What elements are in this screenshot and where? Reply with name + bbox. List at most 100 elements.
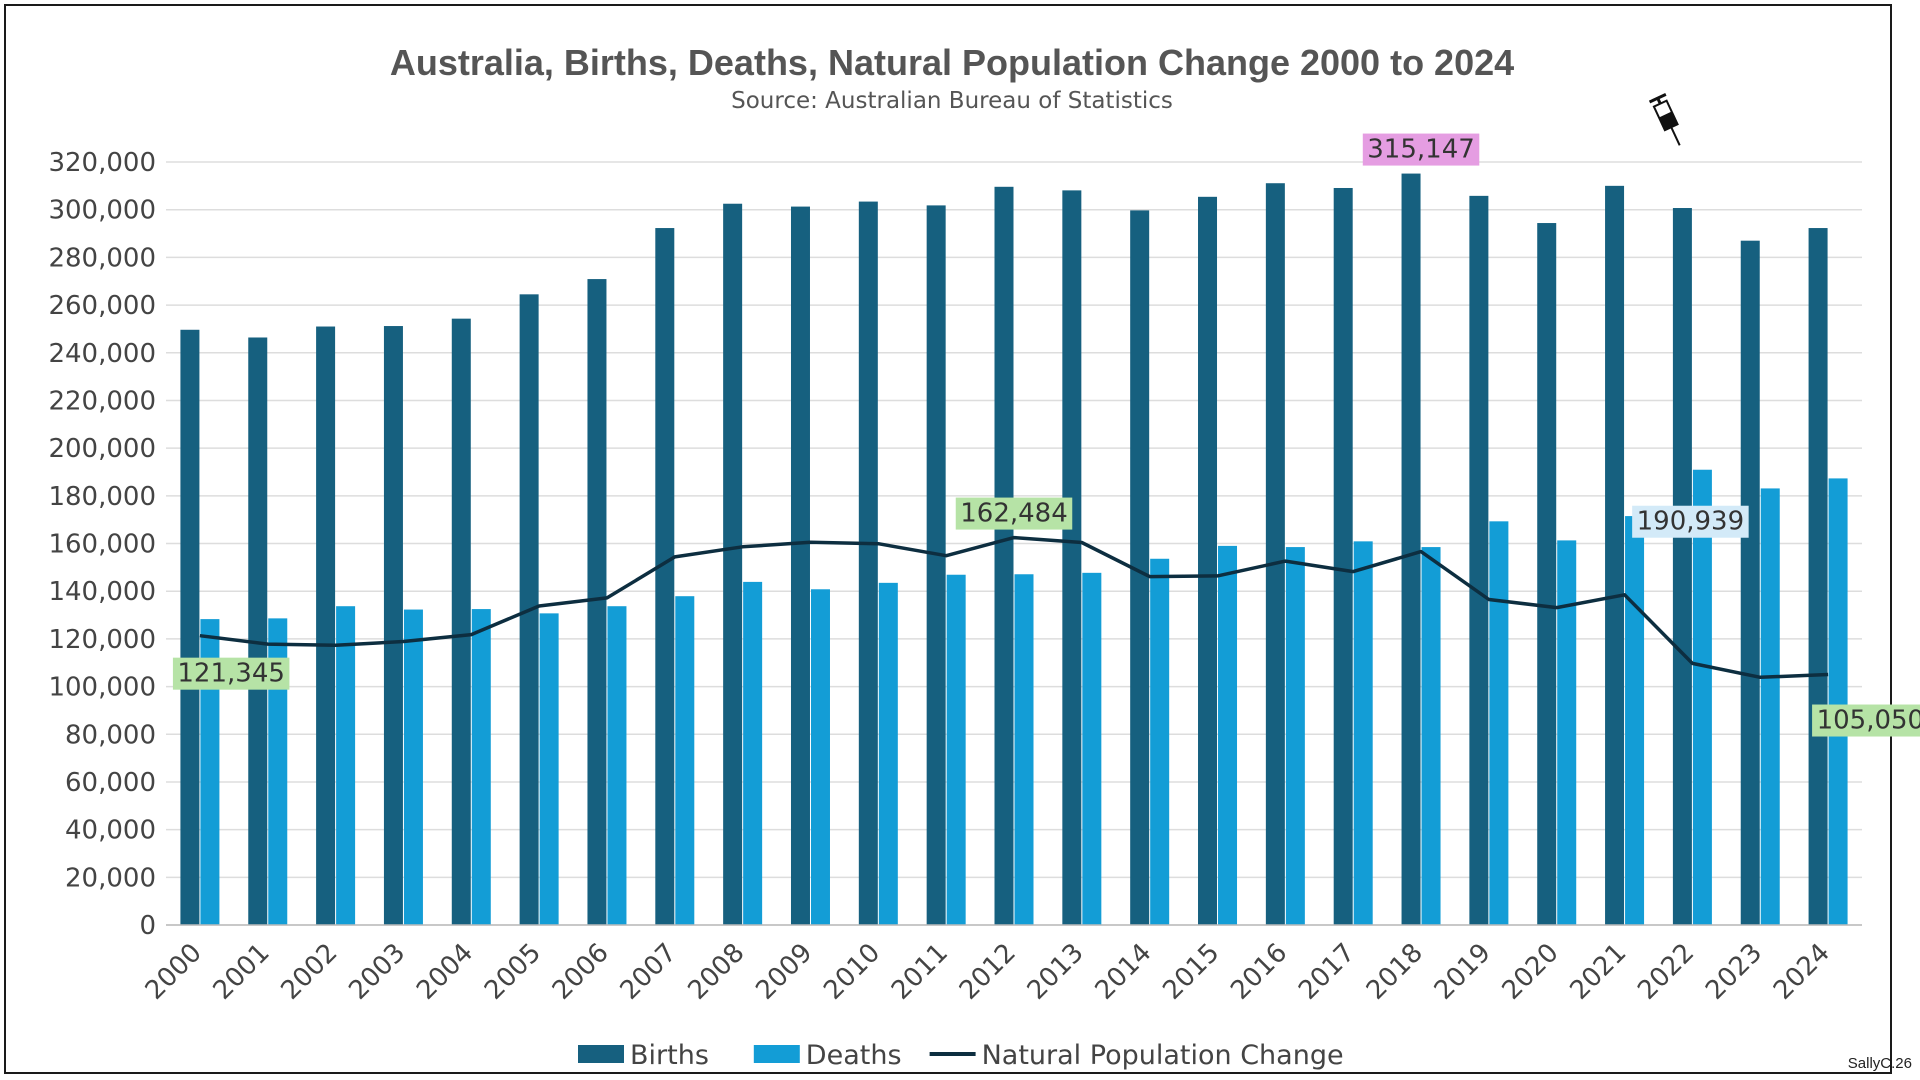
bar-deaths <box>471 609 491 925</box>
y-tick-label: 320,000 <box>48 148 156 178</box>
x-tick-label: 2001 <box>208 938 276 1006</box>
y-axis: 0 20,000 40,000 60,000 80,000 100,000 120,000 1… <box>48 148 156 941</box>
bar-deaths <box>200 619 220 925</box>
bar-births <box>1401 173 1421 926</box>
callout-background <box>172 657 290 690</box>
x-tick-label: 2014 <box>1090 938 1158 1006</box>
x-tick-label: 2021 <box>1564 938 1632 1006</box>
bar-births <box>858 201 878 925</box>
x-tick-label: 2015 <box>1157 938 1225 1006</box>
bar-births <box>180 329 200 925</box>
x-tick-label: 2002 <box>275 938 343 1006</box>
x-tick-label: 2024 <box>1768 938 1836 1006</box>
bar-births <box>994 186 1014 926</box>
y-tick-label: 40,000 <box>65 816 156 846</box>
callout-label: 162,484 <box>960 499 1068 529</box>
y-tick-label: 140,000 <box>48 577 156 607</box>
bar-deaths <box>1421 547 1441 925</box>
callout-label: 121,345 <box>177 659 285 689</box>
x-tick-label: 2010 <box>818 938 886 1006</box>
bar-deaths <box>336 606 356 925</box>
bar-deaths <box>268 618 288 925</box>
y-tick-label: 60,000 <box>65 768 156 798</box>
bar-deaths <box>743 581 763 925</box>
x-tick-label: 2020 <box>1497 938 1565 1006</box>
bar-deaths <box>1014 574 1034 925</box>
callout-label: 190,939 <box>1637 507 1745 537</box>
x-tick-label: 2005 <box>479 938 547 1006</box>
legend-label: Natural Population Change <box>982 1040 1344 1071</box>
x-tick-label: 2017 <box>1293 938 1361 1006</box>
line-natural-population-change <box>199 535 1829 680</box>
bar-deaths <box>1828 478 1848 925</box>
bar-deaths <box>1760 488 1780 925</box>
annotations: 315,147 162,484 121,345 190,939 105,050 <box>172 133 1920 737</box>
y-tick-label: 180,000 <box>48 482 156 512</box>
y-tick-label: 0 <box>139 911 156 941</box>
callout-label: 105,050 <box>1817 706 1920 736</box>
bar-births <box>1672 208 1692 925</box>
x-tick-label: 2012 <box>954 938 1022 1006</box>
legend-item-natural-population-change: Natural Population Change <box>929 1040 1344 1071</box>
chart-subtitle: Source: Australian Bureau of Statistics <box>731 88 1173 114</box>
bar-deaths <box>810 589 830 925</box>
bar-births <box>451 318 471 925</box>
watermark: SallyC.26 <box>1847 1055 1912 1072</box>
bars <box>180 173 1848 926</box>
y-tick-label: 300,000 <box>48 196 156 226</box>
bar-births <box>1130 210 1150 925</box>
chart-title: Australia, Births, Deaths, Natural Popul… <box>389 42 1515 83</box>
bar-births <box>723 203 743 925</box>
bar-births <box>383 326 403 925</box>
bar-births <box>1198 196 1218 925</box>
syringe-needle <box>1670 126 1681 146</box>
x-tick-label: 2011 <box>886 938 954 1006</box>
bar-births <box>790 206 810 925</box>
y-tick-label: 220,000 <box>48 386 156 416</box>
x-tick-label: 2013 <box>1022 938 1090 1006</box>
bar-deaths <box>1353 541 1373 925</box>
bar-births <box>1062 190 1082 925</box>
data-callout: 190,939 <box>1632 505 1749 538</box>
syringe-rod <box>1656 97 1662 105</box>
bar-deaths <box>1150 558 1170 925</box>
bar-births <box>655 228 675 925</box>
bar-births <box>1605 185 1625 925</box>
x-axis: 2000 2001 2002 2003 2004 2005 2006 2007 2008 2009… <box>140 938 1836 1006</box>
y-tick-label: 260,000 <box>48 291 156 321</box>
bar-deaths <box>1625 516 1645 925</box>
x-tick-label: 2009 <box>750 938 818 1006</box>
bar-deaths <box>1692 469 1712 925</box>
x-tick-label: 2016 <box>1225 938 1293 1006</box>
x-tick-label: 2007 <box>615 938 683 1006</box>
bar-deaths <box>1218 545 1238 925</box>
bar-births <box>1740 240 1760 925</box>
data-callout: 162,484 <box>955 497 1073 530</box>
legend-swatch <box>753 1045 800 1063</box>
y-tick-label: 100,000 <box>48 673 156 703</box>
bar-births <box>1537 223 1557 926</box>
chart-frame <box>4 4 1892 1074</box>
legend-item-births: Births <box>578 1040 709 1071</box>
x-tick-label: 2006 <box>547 938 615 1006</box>
bar-births <box>1333 187 1353 925</box>
callout-label: 315,147 <box>1367 135 1475 165</box>
bar-deaths <box>1557 540 1577 925</box>
bar-births <box>248 337 268 925</box>
callout-background <box>1362 133 1480 166</box>
bar-deaths <box>607 606 627 925</box>
data-callout: 315,147 <box>1362 133 1480 166</box>
x-tick-label: 2022 <box>1632 938 1700 1006</box>
x-tick-label: 2018 <box>1361 938 1429 1006</box>
x-tick-label: 2000 <box>140 938 208 1006</box>
y-tick-label: 160,000 <box>48 530 156 560</box>
bar-deaths <box>878 582 898 925</box>
bar-deaths <box>675 596 695 925</box>
y-tick-label: 240,000 <box>48 339 156 369</box>
bar-deaths <box>946 574 966 925</box>
bar-births <box>587 279 607 925</box>
bar-deaths <box>1285 547 1305 925</box>
bar-deaths <box>539 613 559 925</box>
bar-deaths <box>1082 572 1102 925</box>
bar-births <box>1265 183 1285 925</box>
